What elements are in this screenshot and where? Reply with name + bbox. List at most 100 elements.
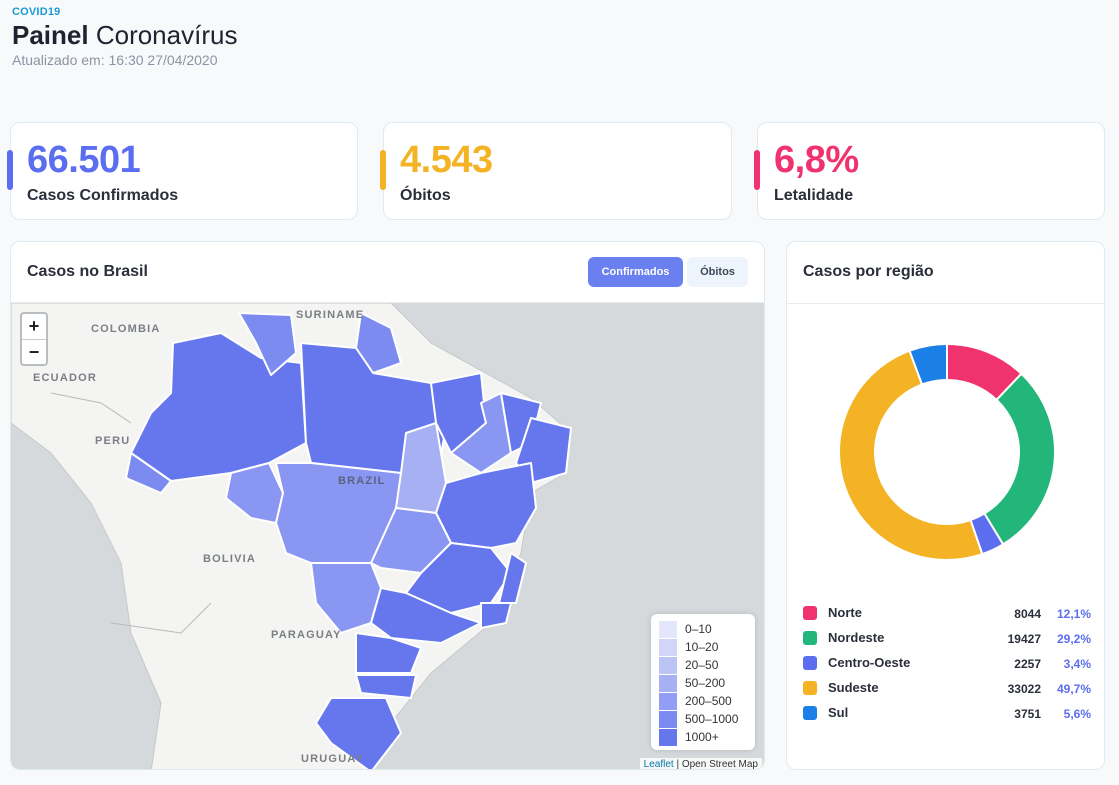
zoom-in-button[interactable]: + [28,316,40,336]
legend-swatch [659,728,677,746]
deaths-toggle-button[interactable]: Óbitos [687,257,748,287]
region-name: Norte [828,605,862,620]
map-card: Casos no Brasil Confirmados Óbitos [10,241,765,770]
legend-label: 50–200 [685,676,726,690]
updated-timestamp: Atualizado em: 16:30 27/04/2020 [12,52,237,68]
card-divider [787,303,1104,304]
stat-card-lethality: 6,8% Letalidade [754,122,1105,220]
region-count: 2257 [1014,657,1041,671]
updated-value: 16:30 27/04/2020 [108,52,218,68]
region-pct: 3,4% [1063,657,1091,671]
zoom-control: + − [20,312,48,366]
country-label: PERU [95,435,131,447]
page-title-light: Coronavírus [95,20,238,50]
stat-accent-bar [380,150,386,190]
region-name: Sudeste [828,680,879,695]
stat-card-deaths: 4.543 Óbitos [380,122,732,220]
page-tag: COVID19 [12,6,61,18]
legend-label: 1000+ [685,730,719,744]
legend-label: 500–1000 [685,712,739,726]
legend-label: 10–20 [685,640,719,654]
deaths-label: Óbitos [400,187,451,204]
region-swatch [803,656,817,670]
region-swatch [803,706,817,720]
zoom-out-button[interactable]: − [22,339,46,364]
region-row-sudeste: Sudeste 33022 49,7% [803,678,1093,703]
state-rio-de-janeiro [480,602,512,629]
legend-swatch [659,620,677,638]
brazil-map[interactable]: + − COLOMBIA SURINAME ECUADOR PERU BRAZI… [11,302,764,770]
country-label: BRAZIL [338,475,386,487]
map-card-title: Casos no Brasil [27,263,148,280]
legend-label: 200–500 [685,694,732,708]
region-name: Nordeste [828,630,885,645]
legend-item: 50–200 [659,674,747,692]
region-swatch [803,631,817,645]
confirmed-value: 66.501 [27,139,141,181]
lethality-label: Letalidade [774,187,854,204]
page-title: Painel Coronavírus [12,20,237,50]
deaths-value: 4.543 [400,139,493,181]
legend-swatch [659,710,677,728]
region-legend: Norte 8044 12,1% Nordeste 19427 29,2% Ce… [803,603,1093,728]
confirmed-label: Casos Confirmados [27,187,179,204]
state-amapa [355,312,402,374]
state-rio-grande-sul [315,697,402,769]
legend-swatch [659,674,677,692]
region-swatch [803,681,817,695]
legend-item: 200–500 [659,692,747,710]
country-label: BOLIVIA [203,553,257,565]
region-count: 3751 [1014,707,1041,721]
region-pct: 5,6% [1063,707,1091,721]
legend-swatch [659,656,677,674]
region-swatch [803,606,817,620]
region-pct: 49,7% [1056,682,1091,696]
border-line [50,392,132,424]
region-name: Centro-Oeste [828,655,911,670]
leaflet-link[interactable]: Leaflet [643,759,674,770]
legend-item: 10–20 [659,638,747,656]
region-pct: 12,1% [1056,607,1091,621]
donut-slice-sudeste[interactable] [838,349,984,561]
state-acre [125,452,172,494]
legend-item: 0–10 [659,620,747,638]
stat-accent-bar [7,150,13,190]
legend-label: 0–10 [685,622,712,636]
region-name: Sul [828,705,849,720]
region-pct: 29,2% [1056,632,1091,646]
page-header: COVID19 Painel Coronavírus Atualizado em… [12,6,237,68]
lethality-value: 6,8% [774,139,859,181]
donut-slice-sul[interactable] [908,342,948,386]
state-espirito-santo [498,552,527,604]
legend-swatch [659,692,677,710]
country-label: SURINAME [296,309,365,321]
region-row-sul: Sul 3751 5,6% [803,703,1093,728]
legend-item: 500–1000 [659,710,747,728]
page-title-bold: Painel [12,20,89,50]
region-row-centro-oeste: Centro-Oeste 2257 3,4% [803,653,1093,678]
region-count: 19427 [1007,632,1041,646]
map-attribution: Leaflet | Open Street Map [639,758,762,770]
region-count: 33022 [1007,682,1041,696]
region-row-nordeste: Nordeste 19427 29,2% [803,628,1093,653]
updated-label: Atualizado em: [12,52,105,68]
state-sao-paulo [370,587,482,644]
country-label: COLOMBIA [91,323,161,335]
region-card: Casos por região Norte 8044 12,1% Nordes… [786,241,1105,770]
region-card-title: Casos por região [803,263,934,280]
country-label: ECUADOR [33,372,98,384]
country-label: PARAGUAY [271,629,342,641]
attribution-text: | Open Street Map [676,759,758,770]
legend-swatch [659,638,677,656]
map-legend: 0–10 10–20 20–50 50–200 200–500 500–1000… [651,614,755,750]
confirmed-toggle-button[interactable]: Confirmados [588,257,683,287]
state-parana [355,632,422,674]
region-donut-chart[interactable] [827,332,1067,572]
legend-label: 20–50 [685,658,719,672]
legend-item: 20–50 [659,656,747,674]
stat-accent-bar [754,150,760,190]
map-canvas [11,303,572,769]
state-roraima [238,312,297,376]
region-count: 8044 [1014,607,1041,621]
region-row-norte: Norte 8044 12,1% [803,603,1093,628]
